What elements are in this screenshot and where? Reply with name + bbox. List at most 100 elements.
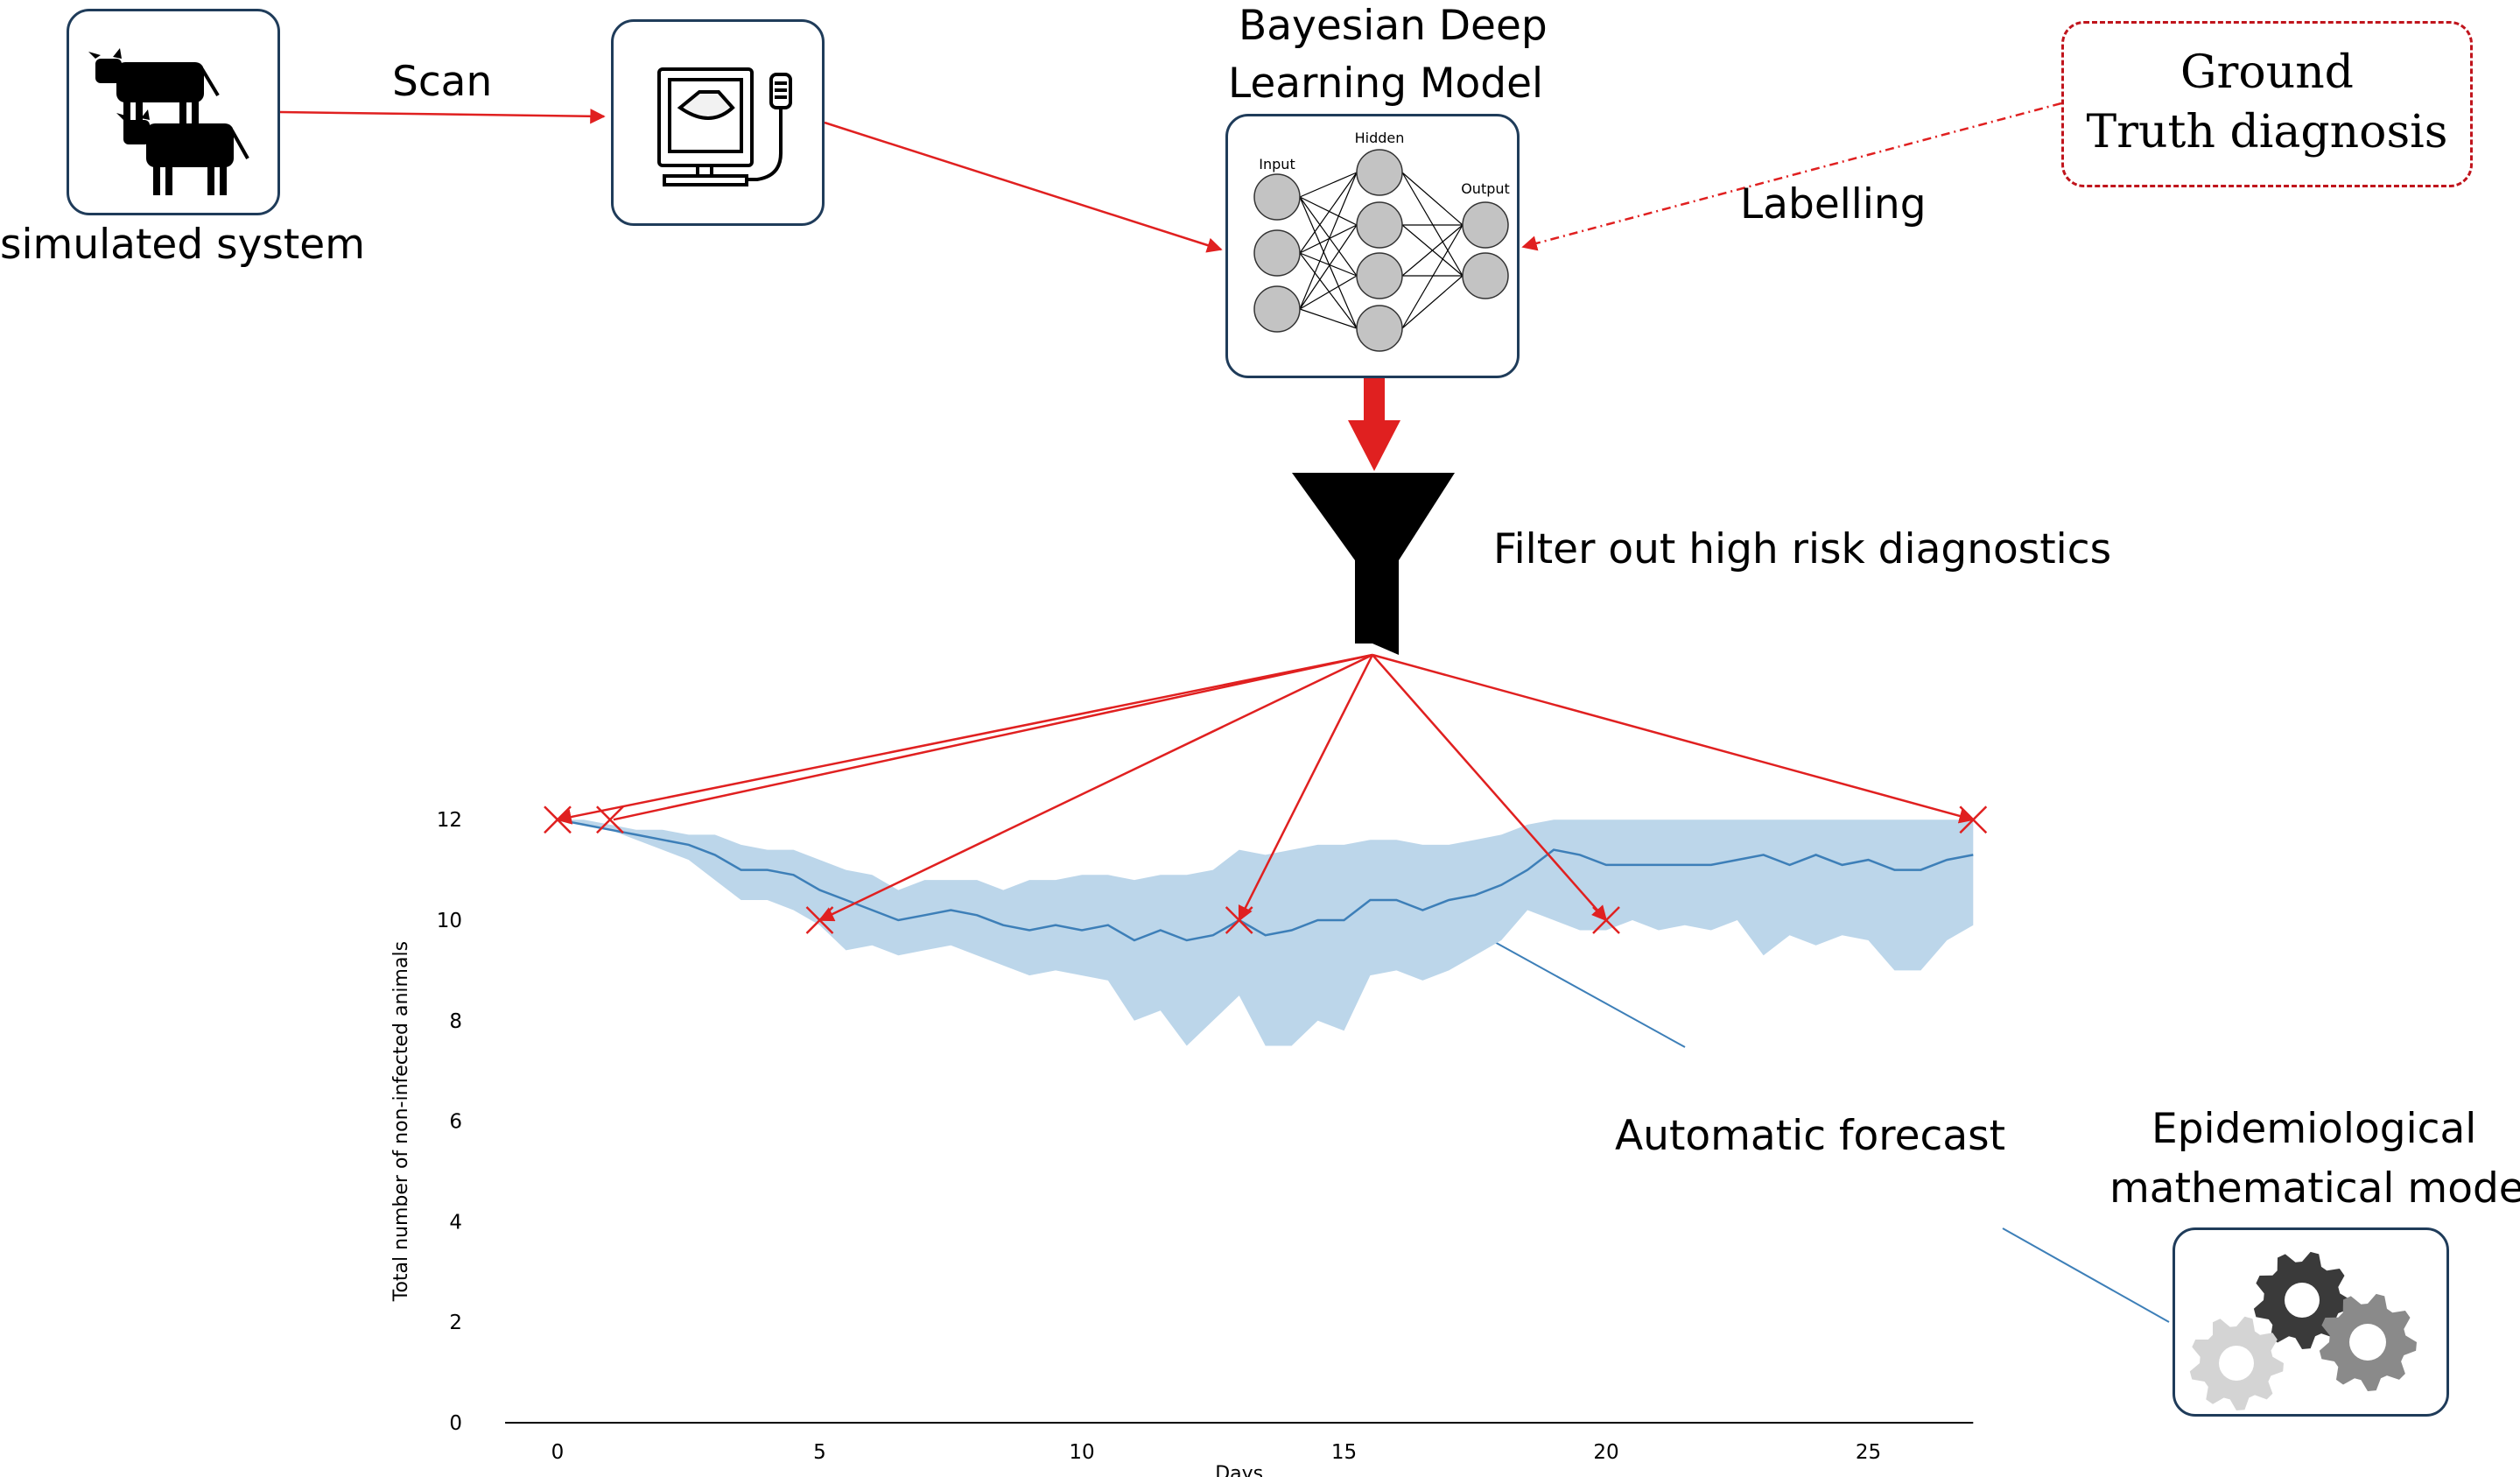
epi-model-line2: mathematical model [2109,1164,2520,1213]
diagnostic-marker [1225,906,1253,934]
filter-label: Filter out high risk diagnostics [1493,525,2112,573]
x-tick-label: 0 [551,1441,565,1464]
diagnostic-marker [1592,906,1620,934]
nn-edge [1299,252,1358,329]
nn-node [1253,285,1301,333]
labelling-arrow [1521,102,2062,251]
labelling-label: Labelling [1740,180,1927,229]
model-to-funnel-shaft [1364,376,1385,420]
marker-stroke [805,906,834,934]
nn-node [1462,201,1509,249]
nn-edge [1299,275,1358,310]
nn-node [1253,229,1301,277]
y-tick-label: 8 [449,1010,462,1033]
marker-stroke [596,805,624,834]
confidence-band [558,819,1974,1046]
nn-node [1356,252,1403,299]
filter-fan-arrow [1372,654,1608,922]
gear-hole [2349,1324,2386,1361]
nn-edge [1299,196,1358,226]
filter-fan-arrow [613,653,1373,821]
forecast-series-line [557,818,1974,942]
filter-fan-arrows [556,653,1975,922]
x-tick-label: 10 [1069,1441,1094,1464]
cow-icon [88,48,249,195]
x-tick-label: 25 [1856,1441,1881,1464]
scan-label: Scan [392,58,493,106]
nn-edge [1299,252,1358,277]
ground-truth-line2: Truth diagnosis [2086,106,2448,158]
nn-node [1253,173,1301,221]
scanner-box [611,19,825,226]
x-axis-label: Days [1215,1463,1263,1477]
y-tick-label: 12 [437,809,462,832]
nn-edge [1299,224,1358,310]
nn-node [1356,149,1403,196]
marker-stroke [1592,906,1620,934]
nn-node [1356,305,1403,352]
gear-hole [2285,1283,2320,1318]
automatic-forecast-label: Automatic forecast [1615,1112,2006,1160]
nn-node [1462,252,1509,299]
filter-fan-arrow [1238,654,1374,922]
nn-edge [1401,275,1464,329]
nn-edge [1299,172,1358,310]
bayesian-model-box: Input Hidden Output [1225,114,1520,378]
diagnostic-marker [544,805,572,834]
simulated-system-label: simulated system [0,221,366,269]
model-title-line2: Learning Model [1228,60,1544,108]
simulated-system-box [67,9,280,215]
neural-network-icon: Input Hidden Output [1253,130,1510,352]
y-tick-label: 10 [437,910,462,932]
scanner-to-model-arrow [824,121,1223,253]
y-axis-label: Total number of non-infected animals [390,941,412,1302]
nn-edge [1299,308,1358,329]
nn-edge [1401,224,1464,329]
y-tick-label: 4 [449,1211,462,1234]
forecast-line [557,818,1974,942]
marker-stroke [1225,906,1253,934]
nn-edge [1401,172,1464,226]
y-tick-label: 6 [449,1111,462,1134]
diagnostic-markers [544,805,1988,934]
diagnostic-marker [596,805,624,834]
nn-input-label: Input [1259,156,1295,172]
filter-fan-arrow [556,653,1373,825]
model-to-funnel-head [1348,420,1400,471]
marker-stroke [544,805,572,834]
gear-hole [2219,1346,2254,1381]
nn-edge [1401,172,1464,277]
ground-truth-line1: Ground [2180,46,2354,99]
nn-edge [1299,196,1358,277]
nn-edge [1299,172,1358,254]
epi-model-box [2173,1227,2449,1417]
filter-fan-arrow [818,653,1373,922]
nn-edge [1299,172,1358,198]
filter-fan-arrow [1372,653,1975,824]
model-title-line1: Bayesian Deep [1239,2,1548,50]
epi-model-line1: Epidemiological [2151,1105,2477,1153]
y-tick-label: 2 [449,1312,462,1334]
confidence-band-area [558,819,1974,1046]
diagnostic-marker [1959,805,1988,834]
x-tick-label: 20 [1593,1441,1618,1464]
nn-edge [1401,224,1464,277]
gear-mid-icon [2319,1293,2417,1391]
nn-edge [1299,224,1358,254]
diagnostic-marker [805,906,834,934]
gears-icon [2189,1251,2417,1410]
nn-node [1356,201,1403,249]
nn-output-label: Output [1461,180,1510,197]
funnel-icon [1292,473,1455,655]
y-tick-label: 0 [449,1412,462,1435]
epi-model-connector [2002,1227,2170,1323]
ground-truth-box: Ground Truth diagnosis [2061,21,2473,187]
gear-light-icon [2189,1316,2284,1410]
x-tick-label: 5 [813,1441,826,1464]
scan-arrow [279,109,606,124]
chart-labels: 0 2 4 6 8 10 12 0 5 10 15 20 25 Days Total number of n… [390,809,1881,1477]
nn-hidden-label: Hidden [1355,130,1405,146]
x-tick-label: 15 [1331,1441,1357,1464]
